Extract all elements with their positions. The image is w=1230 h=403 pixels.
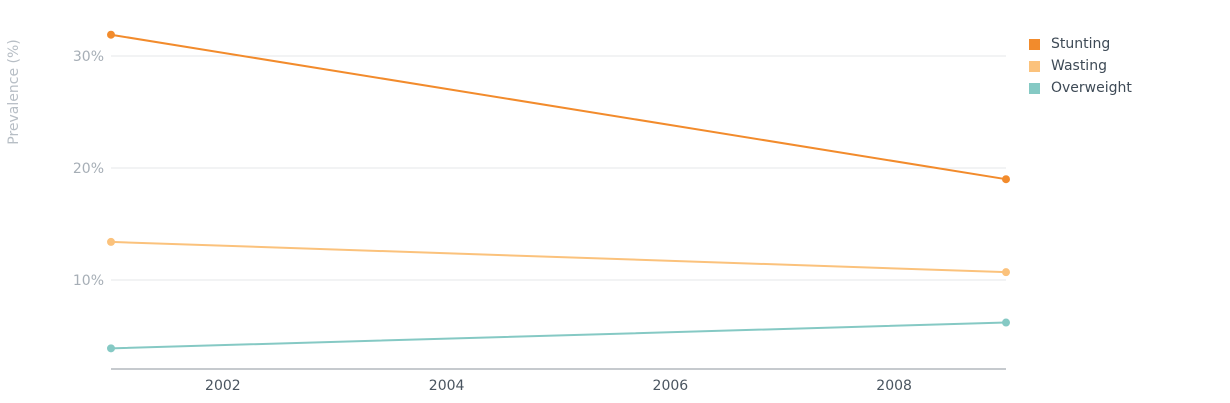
x-tick-label: 2004	[429, 378, 465, 394]
legend-item-stunting: Stunting	[1029, 33, 1132, 55]
data-point-stunting	[107, 30, 115, 39]
y-tick-label: 10%	[73, 273, 104, 289]
data-point-overweight	[1002, 318, 1010, 327]
data-point-wasting	[1002, 268, 1010, 277]
x-tick-label: 2008	[876, 378, 912, 394]
x-tick-label: 2002	[205, 378, 241, 394]
y-axis-title: Prevalence (%)	[6, 39, 22, 145]
legend-swatch	[1029, 82, 1040, 94]
x-tick-label: 2006	[653, 378, 689, 394]
legend-swatch	[1029, 38, 1040, 50]
series-stunting	[107, 30, 1010, 184]
y-tick-label: 30%	[73, 49, 104, 65]
legend-label: Stunting	[1051, 36, 1111, 52]
series-line-wasting	[110, 240, 1007, 274]
data-point-overweight	[107, 344, 115, 353]
data-point-wasting	[107, 237, 115, 246]
series-overweight	[107, 318, 1010, 353]
legend-item-wasting: Wasting	[1029, 55, 1132, 77]
legend-label: Overweight	[1051, 80, 1132, 96]
legend-label: Wasting	[1051, 58, 1107, 74]
tick-layer: 10% 20% 30% 2002 2004 2006 2008	[73, 49, 912, 394]
legend-item-overweight: Overweight	[1029, 77, 1132, 99]
legend-swatch	[1029, 60, 1040, 72]
legend: Stunting Wasting Overweight	[1029, 33, 1132, 99]
series-line-overweight	[110, 321, 1007, 350]
grid-layer	[111, 55, 1006, 281]
y-tick-label: 20%	[73, 161, 104, 177]
series-wasting	[107, 237, 1010, 277]
data-point-stunting	[1002, 175, 1010, 184]
series-layer	[107, 30, 1010, 353]
axis-layer: Prevalence (%)	[6, 39, 1006, 370]
series-line-stunting	[110, 33, 1007, 181]
